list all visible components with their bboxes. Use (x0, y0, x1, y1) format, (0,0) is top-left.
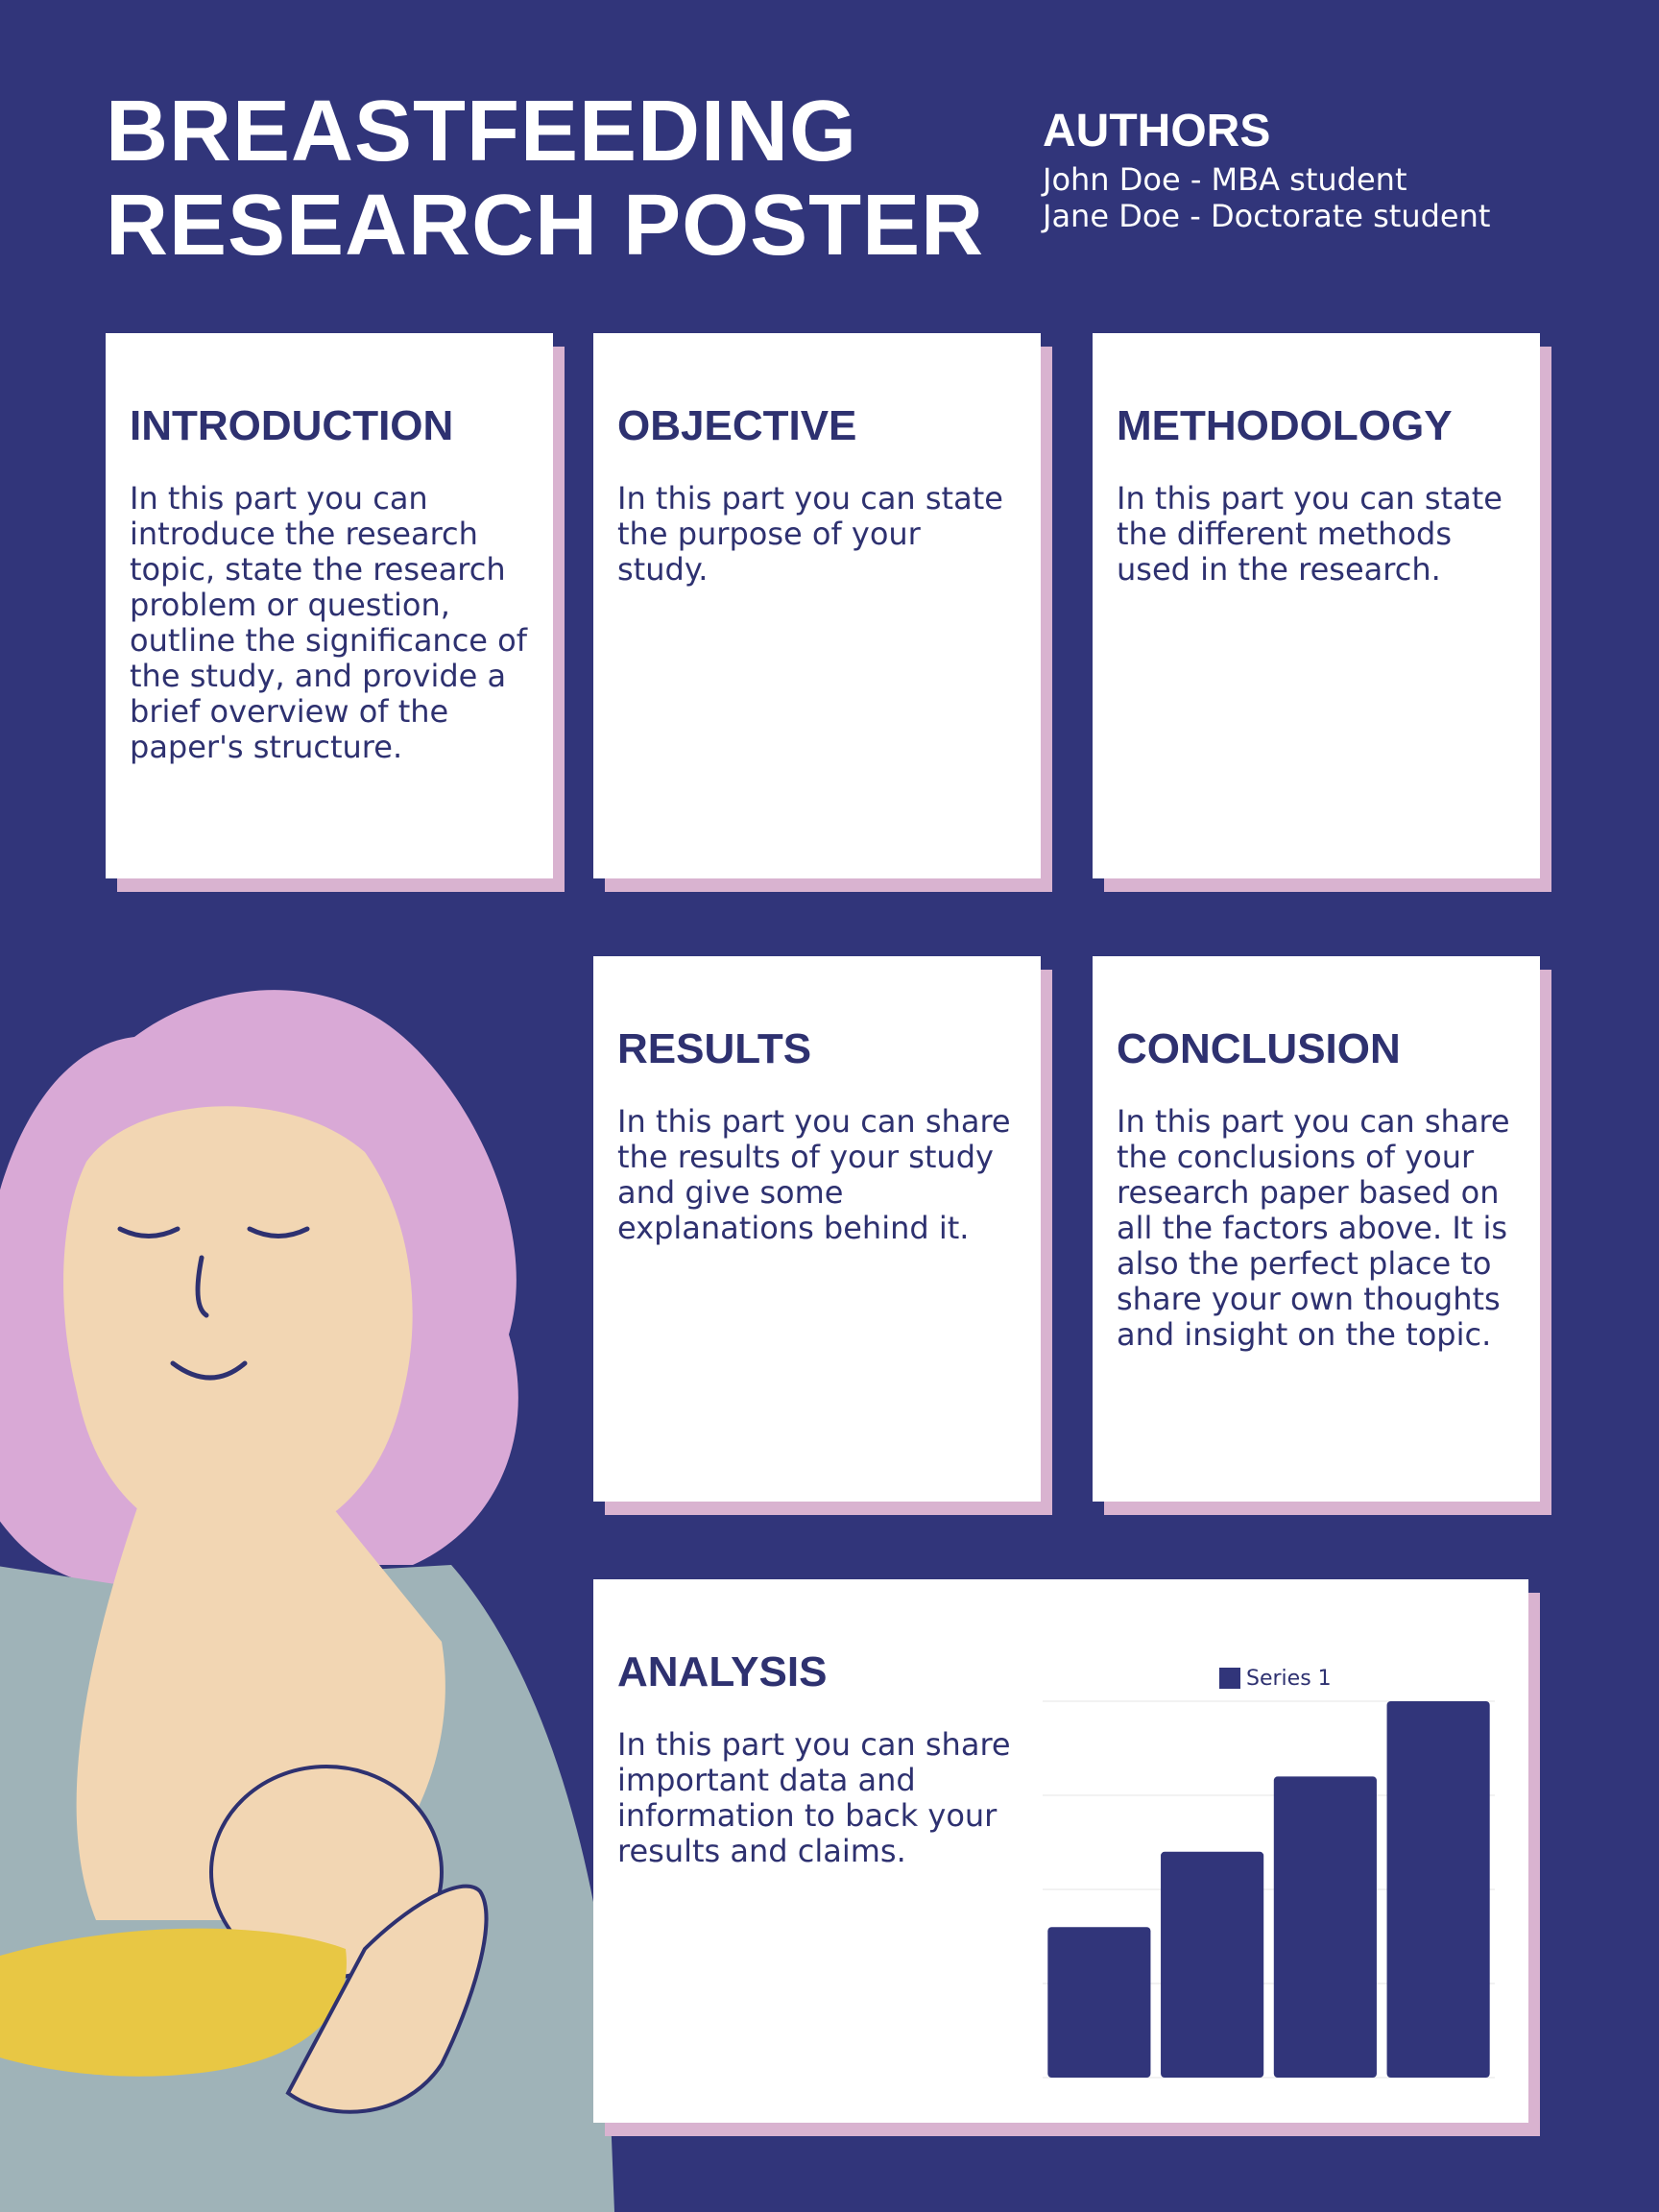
section-heading: RESULTS (617, 1025, 812, 1072)
section-text: In this part you can share the conclusio… (1117, 1103, 1510, 1353)
section-text: In this part you can introduce the resea… (130, 480, 527, 765)
bar (1273, 1776, 1377, 2078)
legend-label: Series 1 (1246, 1667, 1332, 1691)
section-heading: OBJECTIVE (617, 402, 857, 449)
bar (1161, 1851, 1264, 2078)
illustration (0, 990, 614, 2212)
author: John Doe - MBA student (1043, 161, 1407, 198)
legend-swatch (1219, 1668, 1240, 1689)
section-card: OBJECTIVE In this part you can state the … (593, 333, 1041, 878)
section-card: METHODOLOGY In this part you can state th… (1093, 333, 1540, 878)
author: Jane Doe - Doctorate student (1043, 198, 1491, 234)
section-text: In this part you can state the different… (1117, 480, 1503, 588)
bar (1386, 1701, 1490, 2078)
authors-heading: AUTHORS (1043, 106, 1271, 156)
section-card: CONCLUSION In this part you can share the… (1093, 956, 1540, 1502)
section-card: INTRODUCTION In this part you can introdu… (106, 333, 553, 878)
section-heading: CONCLUSION (1117, 1025, 1401, 1072)
section-heading: INTRODUCTION (130, 402, 454, 449)
bar-chart: Series 1 (1043, 1667, 1495, 2079)
section-heading: METHODOLOGY (1117, 402, 1453, 449)
section-text: In this part you can state the purpose o… (617, 480, 1003, 588)
poster-title: BREASTFEEDING RESEARCH POSTER (106, 84, 985, 274)
section-heading: ANALYSIS (617, 1648, 828, 1695)
bar (1047, 1927, 1151, 2078)
authors-block: AUTHORS John Doe - MBA student Jane Doe … (1043, 106, 1490, 234)
section-card: RESULTS In this part you can share the re… (593, 956, 1041, 1502)
section-text: In this part you can share important dat… (617, 1726, 1011, 1869)
section-text: In this part you can share the results o… (617, 1103, 1011, 1246)
